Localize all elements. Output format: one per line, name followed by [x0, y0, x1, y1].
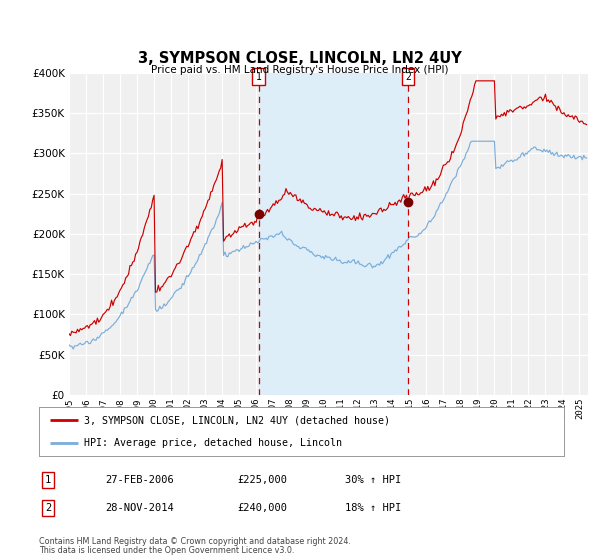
Bar [259, 73, 408, 395]
Text: Price paid vs. HM Land Registry's House Price Index (HPI): Price paid vs. HM Land Registry's House … [151, 65, 449, 75]
Text: Contains HM Land Registry data © Crown copyright and database right 2024.: Contains HM Land Registry data © Crown c… [39, 537, 351, 546]
Text: 27-FEB-2006: 27-FEB-2006 [105, 475, 174, 485]
Text: HPI: Average price, detached house, Lincoln: HPI: Average price, detached house, Linc… [83, 438, 341, 448]
Text: 28-NOV-2014: 28-NOV-2014 [105, 503, 174, 513]
Text: 3, SYMPSON CLOSE, LINCOLN, LN2 4UY (detached house): 3, SYMPSON CLOSE, LINCOLN, LN2 4UY (deta… [83, 416, 389, 426]
Text: 3, SYMPSON CLOSE, LINCOLN, LN2 4UY: 3, SYMPSON CLOSE, LINCOLN, LN2 4UY [138, 50, 462, 66]
Text: 1: 1 [256, 72, 262, 82]
Text: 18% ↑ HPI: 18% ↑ HPI [345, 503, 401, 513]
Text: 30% ↑ HPI: 30% ↑ HPI [345, 475, 401, 485]
Text: 2: 2 [45, 503, 51, 513]
Text: 1: 1 [45, 475, 51, 485]
Text: £240,000: £240,000 [237, 503, 287, 513]
Text: This data is licensed under the Open Government Licence v3.0.: This data is licensed under the Open Gov… [39, 546, 295, 555]
Text: 2: 2 [405, 72, 411, 82]
Text: £225,000: £225,000 [237, 475, 287, 485]
